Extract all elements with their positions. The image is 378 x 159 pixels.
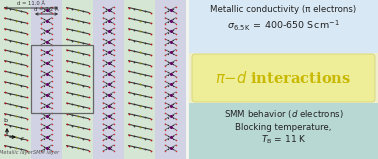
- Polygon shape: [155, 0, 186, 159]
- FancyBboxPatch shape: [189, 53, 378, 103]
- Text: $T_\mathrm{B}$ = 11 K: $T_\mathrm{B}$ = 11 K: [261, 134, 306, 146]
- Text: c: c: [21, 135, 25, 141]
- Text: $\pi$$\mathit{-d}$ interactions: $\pi$$\mathit{-d}$ interactions: [215, 70, 352, 86]
- FancyBboxPatch shape: [189, 0, 378, 53]
- Polygon shape: [0, 0, 31, 159]
- Text: Metallic layer: Metallic layer: [0, 150, 33, 155]
- Polygon shape: [93, 0, 124, 159]
- Text: Metallic conductivity (π electrons): Metallic conductivity (π electrons): [211, 6, 356, 14]
- Text: Blocking temperature,: Blocking temperature,: [235, 122, 332, 131]
- Text: $\sigma_{6.5\,\mathrm{K}}$$\,=\,$$400\text{-}650$$\;\mathrm{S\,cm}^{-1}$: $\sigma_{6.5\,\mathrm{K}}$$\,=\,$$400\te…: [227, 19, 340, 33]
- FancyBboxPatch shape: [192, 54, 375, 102]
- FancyBboxPatch shape: [189, 103, 378, 159]
- Polygon shape: [124, 0, 155, 159]
- Polygon shape: [62, 0, 93, 159]
- Text: d = 7.2 Å: d = 7.2 Å: [34, 7, 59, 12]
- Text: d = 11.0 Å: d = 11.0 Å: [17, 1, 45, 6]
- FancyBboxPatch shape: [0, 0, 189, 159]
- Text: SMM behavior ($d$ electrons): SMM behavior ($d$ electrons): [224, 108, 343, 120]
- Text: SMM layer: SMM layer: [33, 150, 60, 155]
- Polygon shape: [31, 0, 62, 159]
- Text: b: b: [3, 118, 7, 123]
